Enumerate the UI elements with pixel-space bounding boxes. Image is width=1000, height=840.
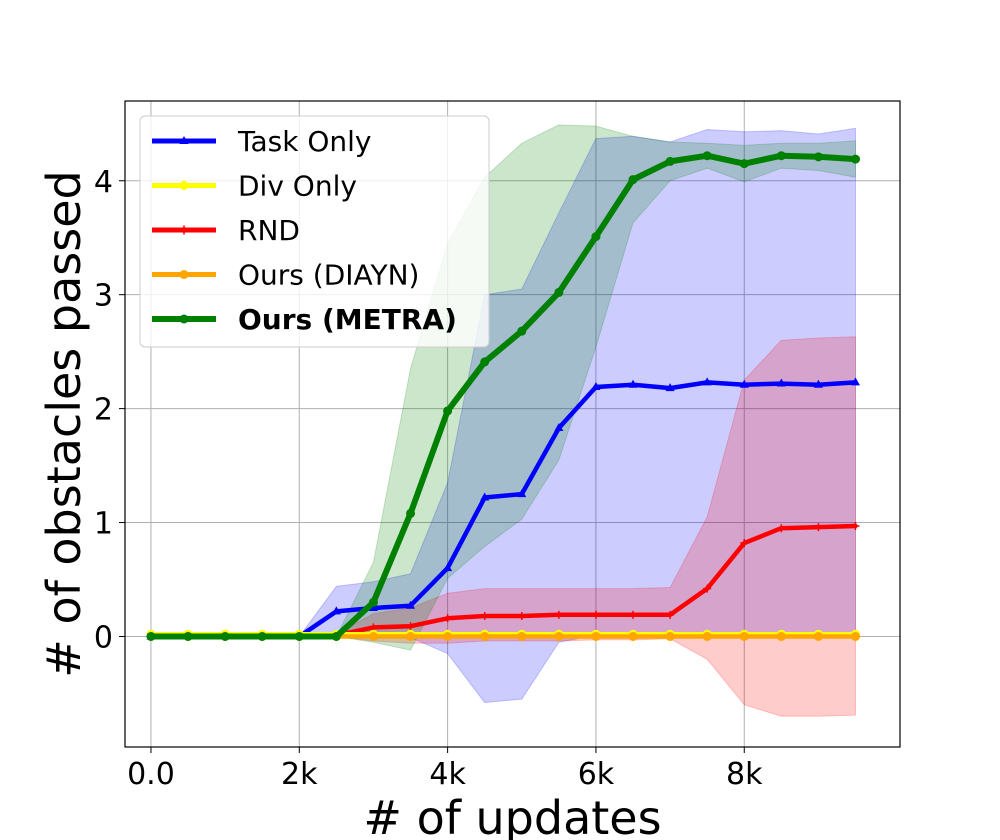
task-only-point xyxy=(813,379,823,388)
task-only-point xyxy=(851,377,861,386)
y-tick-label: 2 xyxy=(94,393,113,428)
rnd-point xyxy=(666,610,675,619)
legend-label: Task Only xyxy=(237,125,371,158)
x-tick-label: 2k xyxy=(281,757,318,792)
ours-metra-point xyxy=(443,406,453,416)
rnd-point xyxy=(591,610,600,619)
ours-diayn-point xyxy=(702,631,712,641)
y-axis-title: # of obstacles passed xyxy=(37,170,91,677)
ours-metra-point xyxy=(739,159,749,169)
ours-metra-point xyxy=(257,631,267,641)
legend-marker xyxy=(179,181,189,190)
legend-marker xyxy=(179,270,189,279)
x-tick-label: 6k xyxy=(578,757,615,792)
ours-diayn-point xyxy=(443,631,453,641)
task-only-point xyxy=(591,381,601,390)
ours-metra-point xyxy=(702,151,712,161)
rnd-point xyxy=(814,523,823,532)
ours-metra-point xyxy=(146,631,156,641)
legend-item-ours-diayn: Ours (DIAYN) xyxy=(152,259,419,292)
legend: Task Only Div Only RND Ours (DIAYN) Ours (ME… xyxy=(139,115,490,348)
task-only-point xyxy=(368,603,378,612)
x-tick-label: 4k xyxy=(429,757,466,792)
ours-metra-point xyxy=(183,631,193,641)
legend-item-rnd: RND xyxy=(152,214,300,247)
task-only-point xyxy=(480,492,490,501)
rnd-point xyxy=(406,622,415,631)
y-tick-label: 0 xyxy=(94,620,113,655)
ours-metra-point xyxy=(517,326,527,336)
ours-diayn-point xyxy=(665,631,675,641)
ours-diayn-point xyxy=(813,631,823,641)
ours-diayn-point xyxy=(517,631,527,641)
rnd-point xyxy=(703,584,712,593)
legend-box xyxy=(139,115,490,348)
x-tick-label: 8k xyxy=(726,757,763,792)
ours-diayn-point xyxy=(480,631,490,641)
ours-metra-series xyxy=(146,151,861,641)
ours-metra-point xyxy=(368,597,378,607)
rnd-point xyxy=(480,611,489,620)
legend-marker xyxy=(179,136,189,144)
rnd-point xyxy=(443,614,452,623)
ours-metra-point xyxy=(554,287,564,297)
ours-diayn-point xyxy=(776,631,786,641)
rnd-point xyxy=(554,610,563,619)
task-only-point xyxy=(554,422,564,431)
ours-diayn-point xyxy=(368,631,378,641)
ours-diayn-point xyxy=(554,631,564,641)
legend-item-div-only: Div Only xyxy=(152,170,357,203)
ours-metra-point xyxy=(665,156,675,166)
rnd-point xyxy=(629,610,638,619)
ours-diayn-point xyxy=(851,631,861,641)
axis-ticks: 0.0 2k 4k 6k 8k 0 1 2 3 4 xyxy=(94,165,763,792)
legend-marker xyxy=(179,225,189,235)
x-tick-label: 0.0 xyxy=(127,757,175,792)
ours-metra-point xyxy=(813,152,823,162)
rnd-point xyxy=(851,521,860,530)
legend-marker xyxy=(179,314,189,324)
ours-metra-point xyxy=(294,631,304,641)
ours-metra-point xyxy=(591,232,601,242)
rnd-point xyxy=(777,524,786,533)
ours-diayn-point xyxy=(406,631,416,641)
legend-label: Ours (DIAYN) xyxy=(238,259,419,292)
task-only-point xyxy=(665,383,675,392)
task-only-point xyxy=(517,489,527,498)
task-only-point xyxy=(776,378,786,387)
ours-metra-point xyxy=(406,508,416,518)
ours-diayn-point xyxy=(591,631,601,641)
ours-diayn-point xyxy=(628,631,638,641)
task-only-point xyxy=(702,377,712,386)
legend-label: Ours (METRA) xyxy=(238,303,457,336)
task-only-point xyxy=(443,563,453,572)
ours-metra-point xyxy=(628,175,638,185)
task-only-point xyxy=(628,379,638,388)
ours-metra-point xyxy=(480,357,490,367)
ours-metra-point xyxy=(776,151,786,161)
series-lines xyxy=(146,151,861,641)
x-axis-title: # of updates xyxy=(363,791,661,840)
legend-item-ours-metra: Ours (METRA) xyxy=(152,303,457,336)
ours-diayn-point xyxy=(739,631,749,641)
legend-label: Div Only xyxy=(238,170,357,203)
y-tick-label: 1 xyxy=(94,507,113,542)
task-only-point xyxy=(406,600,416,609)
legend-label: RND xyxy=(238,214,300,247)
ours-metra-line xyxy=(148,152,859,640)
task-only-point xyxy=(331,606,341,615)
y-tick-label: 3 xyxy=(94,279,113,314)
plot-frame xyxy=(124,100,901,748)
y-tick-label: 4 xyxy=(94,165,113,200)
ours-metra-point xyxy=(220,631,230,641)
rnd-point xyxy=(740,539,749,548)
task-only-point xyxy=(739,379,749,388)
legend-item-task-only: Task Only xyxy=(152,125,371,158)
ours-metra-point xyxy=(851,154,861,164)
ours-metra-point xyxy=(331,631,341,641)
rnd-point xyxy=(517,611,526,620)
